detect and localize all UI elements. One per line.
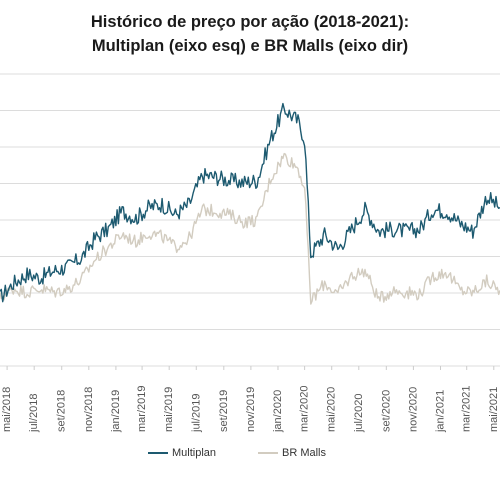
series-line-multiplan (0, 102, 500, 303)
chart-title: Histórico de preço por ação (2018-2021):… (0, 10, 500, 58)
x-tick-label: nov/2020 (407, 387, 419, 432)
price-history-chart: mai/2018 jul/2018 set/2018 nov/2018 jan/2019… (0, 73, 500, 433)
x-tick-label: mar/2020 (299, 386, 311, 432)
series-line-br-malls (0, 152, 500, 305)
x-tick-label: mai/2019 (163, 387, 175, 432)
x-tick-label: jul/2019 (190, 393, 202, 433)
x-tick-label: mar/2019 (136, 386, 148, 432)
x-tick-label: nov/2018 (83, 387, 95, 432)
x-tick-label: jan/2020 (272, 390, 284, 433)
x-tick-label: jan/2021 (434, 390, 446, 433)
legend-label-multiplan: Multiplan (172, 447, 217, 459)
legend-swatch-br-malls (258, 452, 278, 454)
x-tick-label: mar/2021 (461, 386, 473, 432)
x-tick-label: jul/2020 (353, 393, 365, 433)
legend-label-br-malls: BR Malls (282, 447, 327, 459)
x-tick-label: nov/2019 (245, 387, 257, 432)
chart-title-line-2: Multiplan (eixo esq) e BR Malls (eixo di… (91, 37, 409, 55)
legend-swatch-multiplan (148, 452, 168, 454)
x-tick-label: jan/2019 (110, 390, 122, 433)
x-tick-label: jul/2018 (28, 393, 40, 433)
x-tick-label: mai/2020 (326, 387, 338, 432)
chart-title-line-1: Histórico de preço por ação (2018-2021): (90, 13, 410, 31)
x-tick-label: set/2019 (218, 390, 230, 432)
chart-legend: Multiplan BR Malls (0, 447, 500, 463)
legend-item-br-malls: BR Malls (258, 447, 326, 459)
x-tick-label: mai/2021 (488, 387, 500, 432)
legend-item-multiplan: Multiplan (148, 447, 216, 459)
x-tick-label: set/2018 (56, 390, 68, 432)
x-tick-label: mai/2018 (1, 387, 13, 432)
x-tick-label: set/2020 (380, 390, 392, 432)
